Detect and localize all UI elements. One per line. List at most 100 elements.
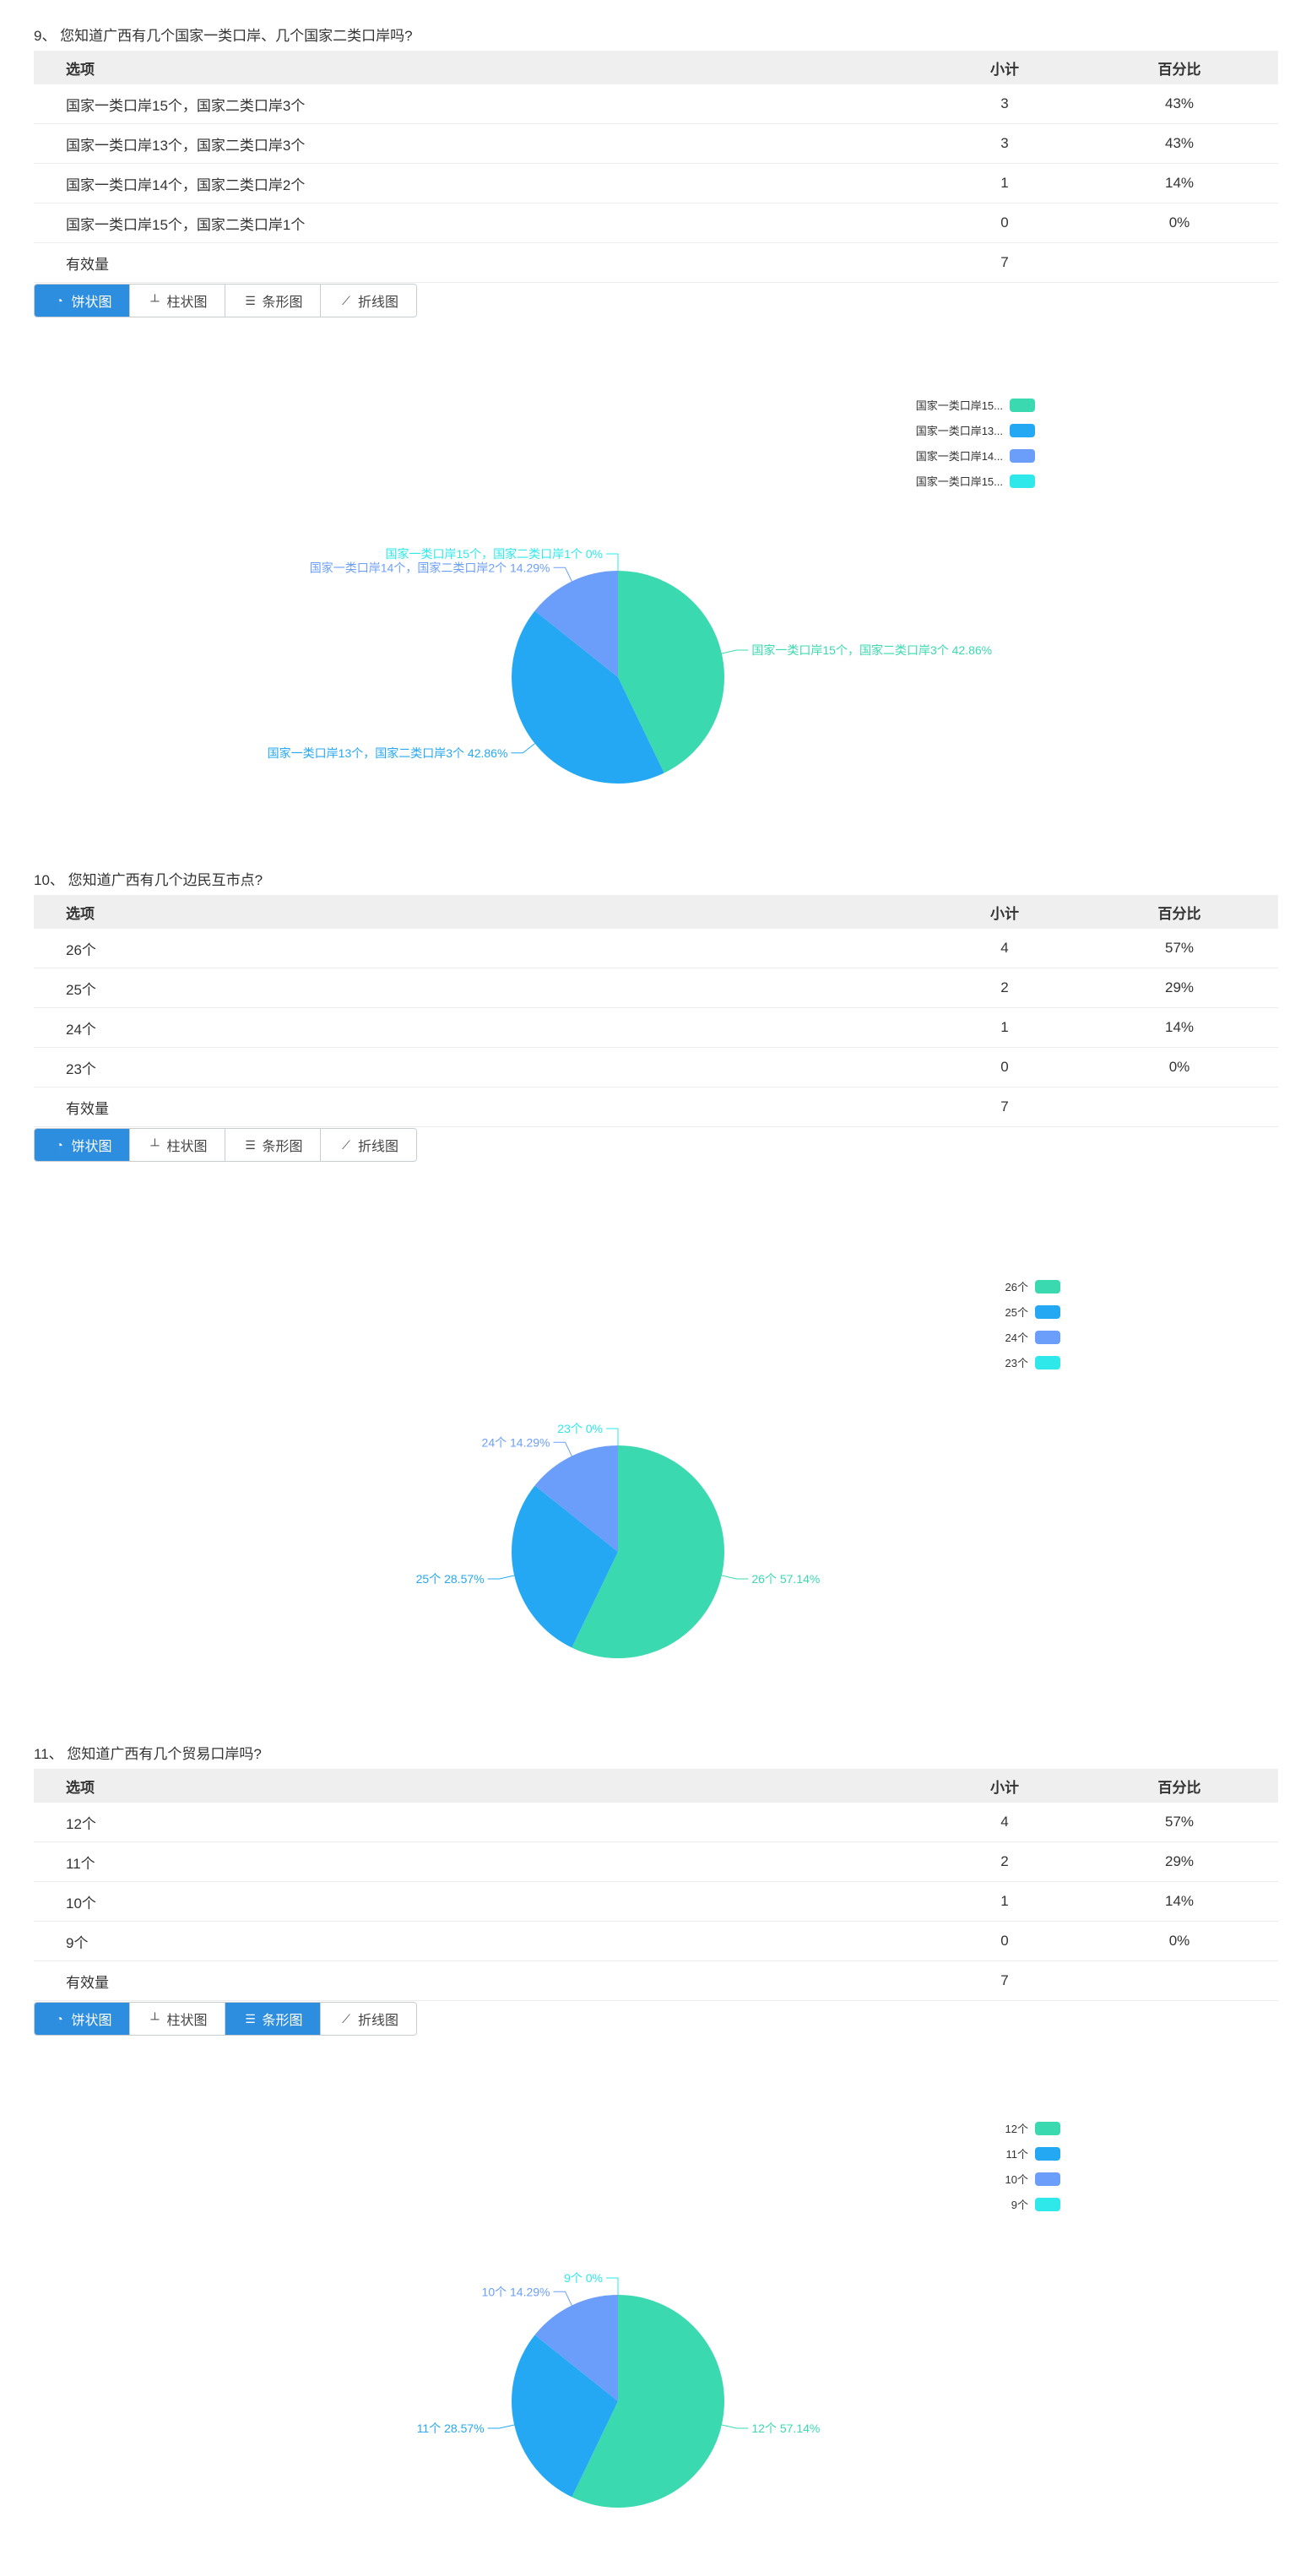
- pie-slice[interactable]: [512, 1485, 618, 1648]
- total-percent: [1081, 1960, 1278, 2001]
- legend-label[interactable]: 26个: [1005, 1281, 1028, 1293]
- total-label: 有效量: [34, 1087, 929, 1127]
- legend-swatch[interactable]: [1035, 1305, 1060, 1319]
- legend-label[interactable]: 10个: [1005, 2173, 1028, 2186]
- table-header-row: 选项 小计 百分比: [34, 1769, 1278, 1803]
- pie-slice[interactable]: [572, 2295, 725, 2508]
- label-leader-line: [721, 2424, 749, 2429]
- table-row: 10个 1 14%: [34, 1881, 1278, 1922]
- button-label: 柱状图: [166, 296, 208, 310]
- legend-label[interactable]: 23个: [1005, 1357, 1028, 1369]
- total-row: 有效量 7: [34, 1960, 1278, 2001]
- line-chart-icon: ⟋: [342, 2011, 350, 2026]
- table-row: 23个 0 0%: [34, 1047, 1278, 1087]
- pie-chart-button[interactable]: ◔ 饼状图: [35, 2003, 130, 2035]
- pie-slice[interactable]: [512, 2335, 618, 2497]
- pie-slice[interactable]: [572, 1445, 725, 1658]
- legend-label[interactable]: 国家一类口岸14...: [916, 450, 1003, 463]
- bar-chart-button[interactable]: ┴ 柱状图: [130, 1129, 225, 1161]
- total-row: 有效量 7: [34, 242, 1278, 283]
- total-count: 7: [929, 242, 1081, 283]
- legend-swatch[interactable]: [1010, 449, 1035, 463]
- slice-label: 12个 57.14%: [751, 2421, 820, 2435]
- line-chart-button[interactable]: ⟋ 折线图: [321, 1129, 416, 1161]
- legend-swatch[interactable]: [1035, 2147, 1060, 2161]
- slice-label: 24个 14.29%: [482, 1435, 550, 1449]
- percent-cell: 14%: [1081, 163, 1278, 203]
- header-option: 选项: [34, 51, 929, 84]
- legend-label[interactable]: 国家一类口岸13...: [916, 425, 1003, 437]
- option-cell: 国家一类口岸13个，国家二类口岸3个: [34, 123, 929, 164]
- pie-slice[interactable]: [534, 1445, 618, 1552]
- count-cell: 3: [929, 84, 1081, 124]
- option-cell: 23个: [34, 1047, 929, 1087]
- line-chart-button[interactable]: ⟋ 折线图: [321, 285, 416, 317]
- total-label: 有效量: [34, 242, 929, 283]
- percent-cell: 57%: [1081, 1803, 1278, 1842]
- horizontal-bar-chart-button[interactable]: ☰ 条形图: [225, 1129, 321, 1161]
- header-count: 小计: [929, 1769, 1081, 1803]
- horizontal-bar-chart-icon: ☰: [245, 2011, 256, 2026]
- legend-label[interactable]: 国家一类口岸15...: [916, 475, 1003, 488]
- table-row: 12个 4 57%: [34, 1803, 1278, 1842]
- label-leader-line: [721, 1575, 749, 1580]
- legend-label[interactable]: 11个: [1006, 2148, 1029, 2161]
- legend-label[interactable]: 12个: [1005, 2123, 1028, 2135]
- count-cell: 2: [929, 1841, 1081, 1882]
- legend-swatch[interactable]: [1035, 1280, 1060, 1293]
- count-cell: 1: [929, 1881, 1081, 1922]
- bar-chart-icon: ┴: [150, 294, 160, 307]
- legend-swatch[interactable]: [1035, 2122, 1060, 2135]
- percent-cell: 14%: [1081, 1007, 1278, 1048]
- legend-swatch[interactable]: [1035, 2198, 1060, 2211]
- table-row: 11个 2 29%: [34, 1841, 1278, 1882]
- count-cell: 3: [929, 123, 1081, 164]
- legend-label[interactable]: 25个: [1005, 1306, 1028, 1319]
- legend-swatch[interactable]: [1035, 1331, 1060, 1344]
- pie-slice[interactable]: [534, 2295, 618, 2401]
- table-row: 25个 2 29%: [34, 968, 1278, 1008]
- horizontal-bar-chart-button[interactable]: ☰ 条形图: [225, 2003, 321, 2035]
- count-cell: 0: [929, 203, 1081, 243]
- pie-slice[interactable]: [618, 571, 724, 773]
- slice-label: 9个 0%: [564, 2271, 603, 2285]
- percent-cell: 43%: [1081, 123, 1278, 164]
- legend-swatch[interactable]: [1035, 1356, 1060, 1369]
- line-chart-button[interactable]: ⟋ 折线图: [321, 2003, 416, 2035]
- count-cell: 1: [929, 163, 1081, 203]
- legend-label[interactable]: 9个: [1011, 2199, 1028, 2211]
- horizontal-bar-chart-button[interactable]: ☰ 条形图: [225, 285, 321, 317]
- legend-swatch[interactable]: [1010, 475, 1035, 488]
- slice-label: 国家一类口岸13个，国家二类口岸3个 42.86%: [268, 746, 508, 760]
- chart-type-switcher: ◔ 饼状图 ┴ 柱状图 ☰ 条形图 ⟋ 折线图: [34, 284, 417, 317]
- percent-cell: 0%: [1081, 1047, 1278, 1087]
- option-cell: 国家一类口岸15个，国家二类口岸1个: [34, 203, 929, 243]
- count-cell: 0: [929, 1921, 1081, 1961]
- header-count: 小计: [929, 895, 1081, 929]
- slice-label: 25个 28.57%: [416, 1572, 485, 1586]
- table-row: 24个 1 14%: [34, 1007, 1278, 1048]
- percent-cell: 29%: [1081, 1841, 1278, 1882]
- line-chart-icon: ⟋: [342, 293, 350, 307]
- line-chart-icon: ⟋: [342, 1137, 350, 1152]
- count-cell: 2: [929, 968, 1081, 1008]
- legend-swatch[interactable]: [1010, 399, 1035, 412]
- pie-chart-icon: ◔: [56, 294, 63, 307]
- pie-slice[interactable]: [534, 571, 618, 677]
- count-cell: 4: [929, 929, 1081, 968]
- pie-chart-button[interactable]: ◔ 饼状图: [35, 285, 130, 317]
- button-label: 折线图: [357, 2014, 398, 2028]
- legend-label[interactable]: 国家一类口岸15...: [916, 399, 1003, 412]
- chart-type-switcher: ◔ 饼状图 ┴ 柱状图 ☰ 条形图 ⟋ 折线图: [34, 2002, 417, 2036]
- pie-chart-button[interactable]: ◔ 饼状图: [35, 1129, 130, 1161]
- bar-chart-button[interactable]: ┴ 柱状图: [130, 285, 225, 317]
- option-cell: 12个: [34, 1803, 929, 1842]
- bar-chart-button[interactable]: ┴ 柱状图: [130, 2003, 225, 2035]
- legend-swatch[interactable]: [1035, 2172, 1060, 2186]
- button-label: 条形图: [262, 1140, 303, 1154]
- percent-cell: 14%: [1081, 1881, 1278, 1922]
- pie-slice[interactable]: [512, 610, 664, 784]
- legend-swatch[interactable]: [1010, 424, 1035, 437]
- legend-label[interactable]: 24个: [1005, 1331, 1028, 1344]
- slice-label: 10个 14.29%: [482, 2285, 550, 2298]
